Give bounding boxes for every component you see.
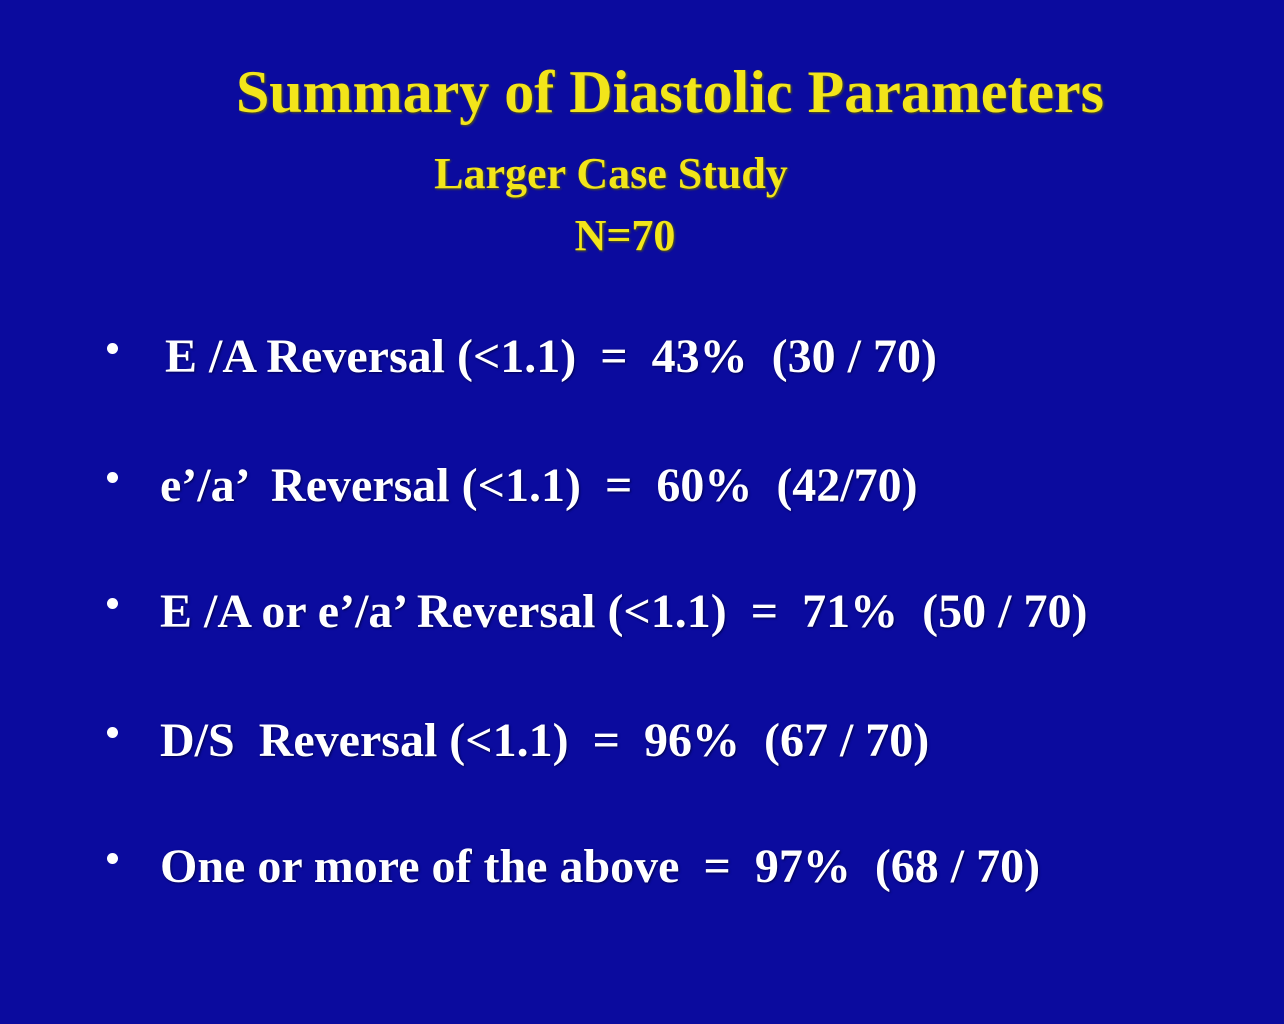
slide-title: Summary of Diastolic Parameters bbox=[235, 59, 1105, 125]
bullet-dot bbox=[107, 598, 118, 609]
bullet-text: E /A or e’/a’ Reversal (<1.1) = 71% (50 … bbox=[160, 585, 1088, 638]
bullet-text: D/S Reversal (<1.1) = 96% (67 / 70) bbox=[160, 714, 930, 767]
bullet-dot bbox=[107, 472, 118, 483]
bullet-text: One or more of the above = 97% (68 / 70) bbox=[160, 840, 1041, 893]
bullet-text: E /A Reversal (<1.1) = 43% (30 / 70) bbox=[165, 330, 937, 383]
subtitle: Larger Case Study bbox=[434, 149, 788, 198]
bullet-dot bbox=[107, 853, 118, 864]
bullet-dot bbox=[107, 343, 118, 354]
sample-size: N=70 bbox=[574, 211, 676, 260]
bullet-dot bbox=[107, 727, 118, 738]
bullet-text: e’/a’ Reversal (<1.1) = 60% (42/70) bbox=[160, 459, 918, 512]
